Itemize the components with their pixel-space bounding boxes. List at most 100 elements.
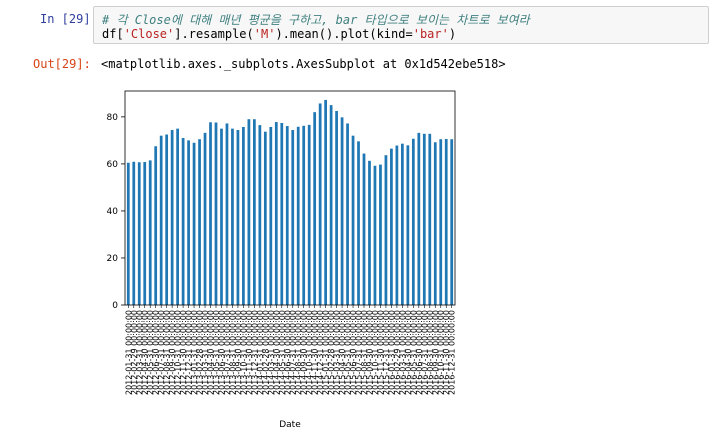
output-prompt: Out[29]: <box>33 57 91 71</box>
x-tick-label: 2014-02-28 00:00:00 <box>261 310 270 395</box>
x-tick-label: 2013-01-31 00:00:00 <box>190 310 199 395</box>
bar <box>346 123 349 305</box>
x-tick-label: 2016-04-30 00:00:00 <box>404 310 413 395</box>
bar <box>258 125 262 305</box>
bar <box>302 125 306 305</box>
bar <box>274 122 278 305</box>
x-tick-label: 2013-07-31 00:00:00 <box>223 310 232 395</box>
x-tick-label: 2012-07-31 00:00:00 <box>157 310 166 395</box>
x-tick-label: 2012-08-31 00:00:00 <box>163 310 172 395</box>
x-tick-label: 2015-06-30 00:00:00 <box>349 310 358 395</box>
x-tick-label: 2014-07-31 00:00:00 <box>289 310 298 395</box>
x-tick-label: 2012-10-31 00:00:00 <box>174 310 183 395</box>
x-tick-label: 2014-08-31 00:00:00 <box>294 310 303 395</box>
bar <box>280 122 284 305</box>
bar <box>450 139 454 305</box>
bar <box>143 162 147 305</box>
code-token: ) <box>448 27 457 41</box>
bar <box>247 119 251 305</box>
x-tick-label: 2015-04-30 00:00:00 <box>338 310 347 395</box>
x-tick-label: 2015-01-31 00:00:00 <box>322 310 331 395</box>
x-tick-label: 2014-12-31 00:00:00 <box>316 310 325 395</box>
bar <box>384 155 388 305</box>
y-tick-label: 40 <box>107 207 119 217</box>
bar <box>324 99 327 305</box>
code-comment: # 각 Close에 대해 매년 평균을 구하고, bar 타입으로 보이는 차… <box>102 13 530 27</box>
x-tick-label: 2012-11-30 00:00:00 <box>179 310 188 395</box>
code-input-area[interactable]: # 각 Close에 대해 매년 평균을 구하고, bar 타입으로 보이는 차… <box>93 6 709 44</box>
bar <box>417 132 421 305</box>
x-tick-label: 2012-01-31 00:00:00 <box>124 310 133 395</box>
y-tick-label: 20 <box>107 254 119 264</box>
y-axis: 0 20 40 60 80 <box>107 113 125 311</box>
bar <box>340 117 344 305</box>
bar <box>187 140 190 305</box>
x-tick-label: 2015-05-31 00:00:00 <box>344 310 353 395</box>
x-tick-label: 2012-09-30 00:00:00 <box>168 310 177 395</box>
bar <box>242 126 245 305</box>
x-tick-label: 2015-07-31 00:00:00 <box>355 310 364 395</box>
code-token: ).mean().plot(kind= <box>275 27 413 41</box>
bar <box>379 164 382 305</box>
bar <box>263 131 267 305</box>
x-tick-label: 2013-02-28 00:00:00 <box>196 310 205 395</box>
bar <box>433 142 437 305</box>
code-string: 'M' <box>253 27 276 41</box>
bar-group <box>126 99 454 306</box>
bar <box>126 162 130 305</box>
bar <box>428 133 432 305</box>
x-tick-label: 2016-11-30 00:00:00 <box>442 310 451 395</box>
bar <box>296 126 300 305</box>
x-tick-label: 2014-06-30 00:00:00 <box>283 310 292 395</box>
bar <box>362 153 366 305</box>
x-tick-label: 2014-10-31 00:00:00 <box>305 310 314 395</box>
bar <box>159 135 163 305</box>
x-tick-label: 2013-11-30 00:00:00 <box>245 310 254 395</box>
x-tick-label: 2015-10-31 00:00:00 <box>371 310 380 395</box>
bar <box>225 123 229 305</box>
x-tick-label: 2016-05-31 00:00:00 <box>409 310 418 395</box>
bar <box>231 128 234 305</box>
x-tick-label: 2013-12-31 00:00:00 <box>250 310 259 395</box>
bar <box>176 128 179 305</box>
x-tick-label: 2016-07-31 00:00:00 <box>420 310 429 395</box>
x-tick-label: 2012-06-30 00:00:00 <box>152 310 161 395</box>
bar <box>368 160 371 305</box>
x-tick-label: 2016-10-31 00:00:00 <box>437 310 446 395</box>
bar <box>401 143 404 305</box>
bar-chart: 0 20 40 60 80 2012-01-31 00:00:002012-02-29 … <box>107 90 457 430</box>
bar <box>444 138 448 305</box>
bar <box>313 112 317 305</box>
x-tick-label: 2013-06-30 00:00:00 <box>217 310 226 395</box>
code-string: 'bar' <box>412 27 449 41</box>
plot-frame <box>124 90 456 306</box>
bar <box>335 110 338 306</box>
x-tick-label: 2016-09-30 00:00:00 <box>431 310 440 395</box>
x-tick-label: 2012-12-31 00:00:00 <box>185 310 194 395</box>
bar <box>220 128 223 305</box>
y-tick-label: 60 <box>107 160 119 170</box>
x-tick-label: 2015-11-30 00:00:00 <box>376 310 385 395</box>
bar <box>411 138 415 305</box>
bar <box>269 126 273 305</box>
y-tick-label: 0 <box>112 301 118 311</box>
code-token: ].resample( <box>174 27 254 41</box>
bar <box>285 126 289 305</box>
bar <box>198 139 201 305</box>
x-tick-label: 2016-02-29 00:00:00 <box>393 310 402 395</box>
bar <box>236 130 240 305</box>
x-tick-label: 2012-05-31 00:00:00 <box>146 310 155 395</box>
x-tick-label: 2016-03-31 00:00:00 <box>398 310 407 395</box>
x-axis-label: Date <box>279 420 301 430</box>
bar <box>357 141 360 305</box>
bar <box>406 145 410 305</box>
x-tick-label: 2013-08-31 00:00:00 <box>228 310 237 395</box>
x-tick-label: 2013-05-31 00:00:00 <box>212 310 221 395</box>
x-tick-label: 2013-03-31 00:00:00 <box>201 310 210 395</box>
bar <box>148 160 152 305</box>
bar <box>181 138 185 305</box>
input-prompt: In [29]: <box>40 12 98 26</box>
bar <box>351 135 355 305</box>
bar <box>137 162 141 305</box>
bar <box>318 103 322 306</box>
